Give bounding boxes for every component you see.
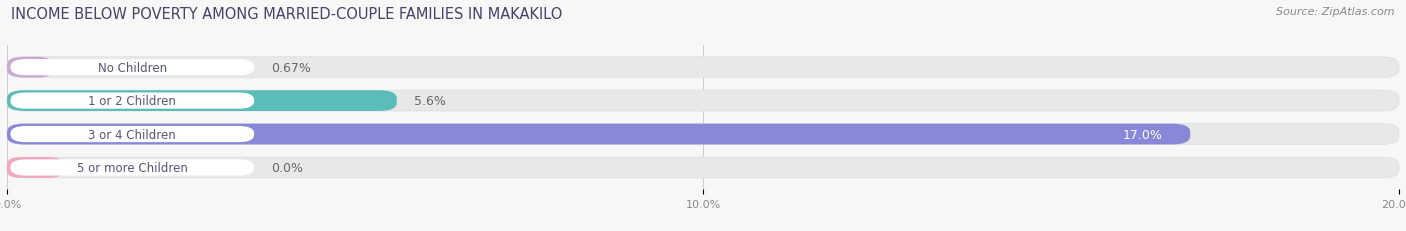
Text: 17.0%: 17.0% xyxy=(1122,128,1163,141)
FancyBboxPatch shape xyxy=(7,158,1399,178)
FancyBboxPatch shape xyxy=(10,60,254,76)
FancyBboxPatch shape xyxy=(10,93,254,109)
FancyBboxPatch shape xyxy=(7,124,1191,145)
Text: No Children: No Children xyxy=(98,61,167,74)
FancyBboxPatch shape xyxy=(10,126,254,143)
Text: 1 or 2 Children: 1 or 2 Children xyxy=(89,95,176,108)
Text: 0.67%: 0.67% xyxy=(271,61,311,74)
FancyBboxPatch shape xyxy=(7,58,53,78)
Text: Source: ZipAtlas.com: Source: ZipAtlas.com xyxy=(1277,7,1395,17)
FancyBboxPatch shape xyxy=(7,124,1399,145)
Text: 5 or more Children: 5 or more Children xyxy=(77,161,188,174)
FancyBboxPatch shape xyxy=(7,91,1399,112)
Text: 3 or 4 Children: 3 or 4 Children xyxy=(89,128,176,141)
Text: 5.6%: 5.6% xyxy=(415,95,446,108)
FancyBboxPatch shape xyxy=(7,91,396,112)
Text: 0.0%: 0.0% xyxy=(271,161,304,174)
FancyBboxPatch shape xyxy=(7,158,63,178)
Text: INCOME BELOW POVERTY AMONG MARRIED-COUPLE FAMILIES IN MAKAKILO: INCOME BELOW POVERTY AMONG MARRIED-COUPL… xyxy=(11,7,562,22)
FancyBboxPatch shape xyxy=(7,58,1399,78)
FancyBboxPatch shape xyxy=(10,160,254,176)
